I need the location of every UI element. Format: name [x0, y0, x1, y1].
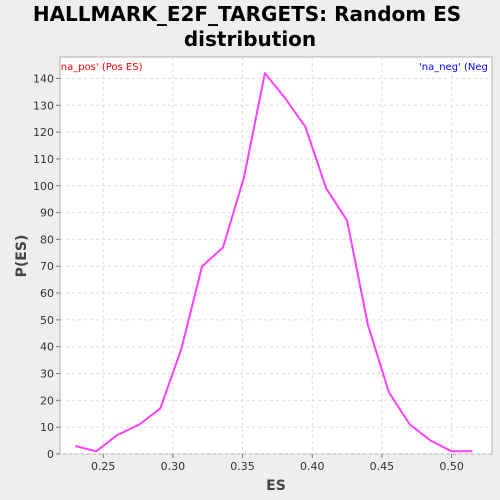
y-tick-label: 60	[40, 287, 54, 300]
neg-es-label: 'na_neg' (Neg ES)	[419, 62, 500, 73]
chart-title-line1: HALLMARK_E2F_TARGETS: Random ES	[33, 2, 461, 26]
chart-title-line2: distribution	[184, 27, 316, 51]
y-tick-label: 90	[40, 207, 54, 220]
y-tick-label: 80	[40, 233, 54, 246]
y-tick-label: 40	[40, 341, 54, 354]
plot-area	[60, 57, 492, 454]
x-tick-label: 0.50	[439, 460, 464, 473]
y-axis-label: P(ES)	[14, 235, 30, 278]
x-tick-label: 0.35	[230, 460, 255, 473]
x-axis-label: ES	[266, 478, 286, 494]
y-tick-label: 20	[40, 394, 54, 407]
y-tick-label: 120	[33, 126, 54, 139]
x-tick-label: 0.25	[91, 460, 116, 473]
y-tick-label: 140	[33, 72, 54, 85]
y-tick-label: 10	[40, 421, 54, 434]
pos-es-label: 'na_pos' (Pos ES)	[58, 62, 143, 73]
y-tick-label: 70	[40, 260, 54, 273]
y-tick-label: 30	[40, 368, 54, 381]
y-tick-label: 50	[40, 314, 54, 327]
y-tick-label: 100	[33, 180, 54, 193]
y-tick-label: 130	[33, 99, 54, 112]
x-tick-label: 0.40	[300, 460, 325, 473]
x-tick-label: 0.30	[161, 460, 186, 473]
y-tick-label: 0	[47, 448, 54, 461]
y-tick-label: 110	[33, 153, 54, 166]
x-tick-label: 0.45	[370, 460, 395, 473]
